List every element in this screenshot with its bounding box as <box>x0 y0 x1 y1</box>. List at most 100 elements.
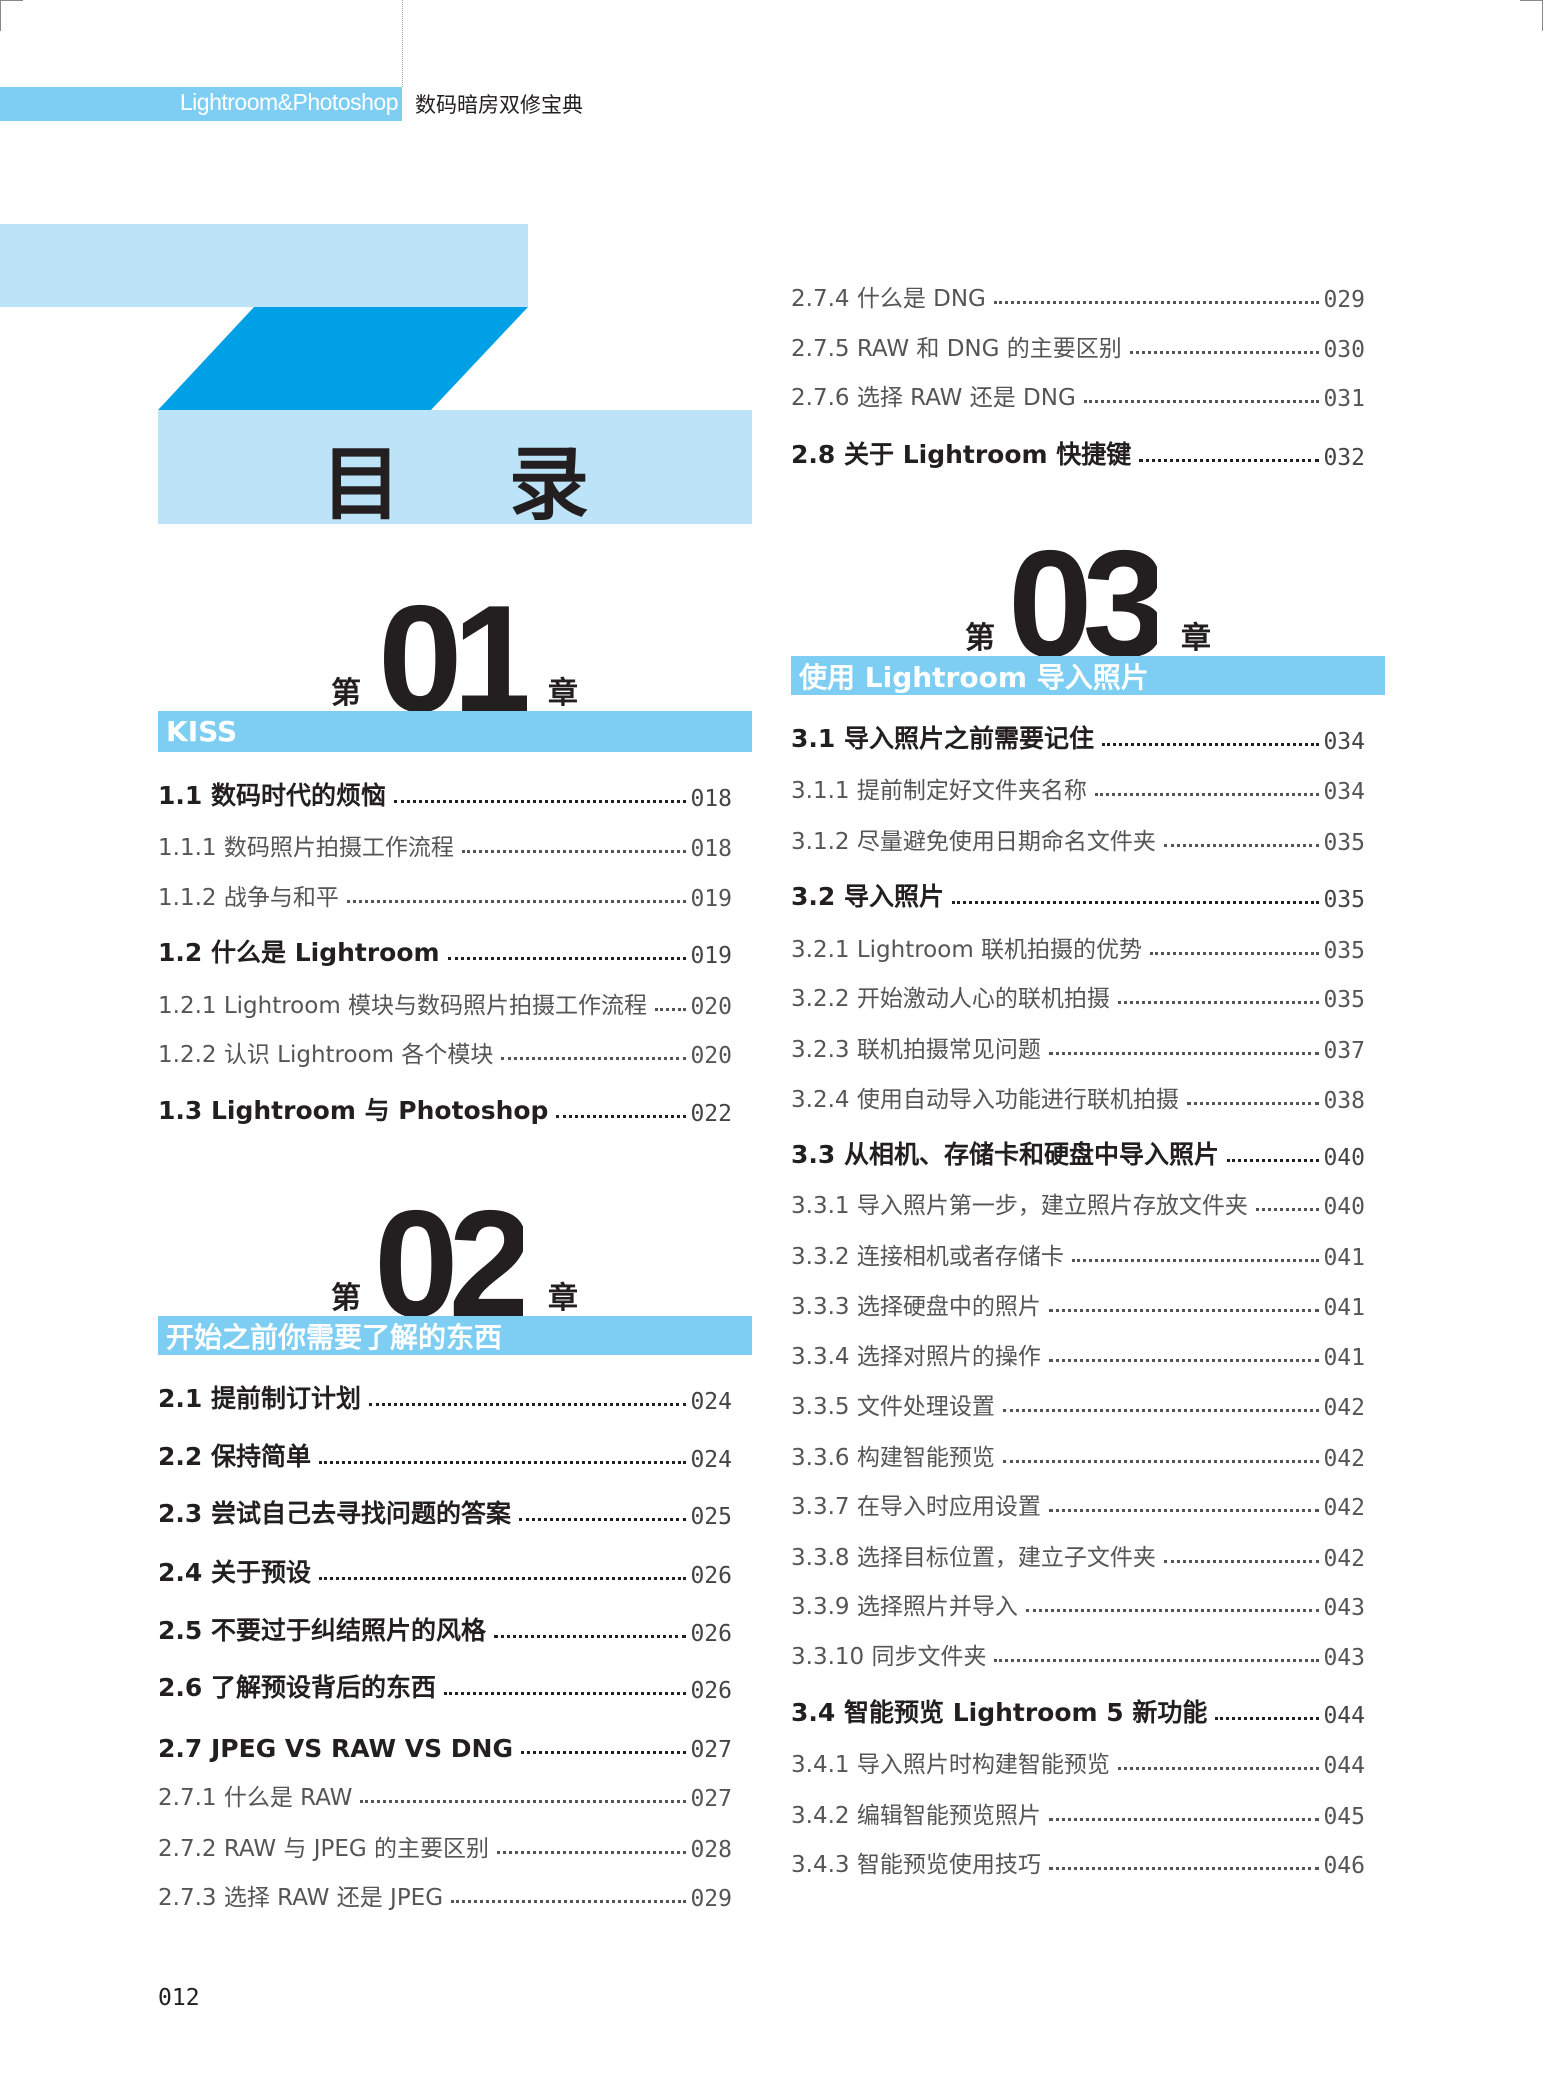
dot-leader <box>1002 1460 1320 1463</box>
book-title: 数码暗房双修宝典 <box>415 93 583 117</box>
toc-entry-page: 019 <box>690 886 732 912</box>
toc-entry[interactable]: 2.7.4 什么是 DNG 029 <box>791 273 1365 313</box>
chapter-title-bar: 开始之前你需要了解的东西 <box>158 1316 752 1355</box>
toc-entry-page: 035 <box>1323 887 1365 913</box>
toc-entry[interactable]: 3.3.5 文件处理设置 042 <box>791 1381 1365 1421</box>
toc-entry[interactable]: 3.3 从相机、存储卡和硬盘中导入照片 040 <box>791 1131 1365 1171</box>
toc-entry[interactable]: 3.3.9 选择照片并导入 043 <box>791 1581 1365 1621</box>
toc-entry-label: 2.3 尝试自己去寻找问题的答案 <box>158 1499 511 1528</box>
toc-entry[interactable]: 2.3 尝试自己去寻找问题的答案 025 <box>158 1490 732 1530</box>
decor-band <box>0 224 528 307</box>
toc-entry[interactable]: 3.3.10 同步文件夹 043 <box>791 1631 1365 1671</box>
dot-leader <box>346 900 687 903</box>
dot-leader <box>451 1900 687 1903</box>
toc-entry[interactable]: 1.2 什么是 Lightroom 019 <box>158 929 732 969</box>
toc-entry-label: 1.1.1 数码照片拍摄工作流程 <box>158 835 454 861</box>
toc-entry[interactable]: 3.4.1 导入照片时构建智能预览 044 <box>791 1739 1365 1779</box>
toc-entry[interactable]: 1.1.1 数码照片拍摄工作流程 018 <box>158 822 732 862</box>
toc-entry-label: 3.3.8 选择目标位置，建立子文件夹 <box>791 1545 1156 1571</box>
toc-entry[interactable]: 2.5 不要过于纠结照片的风格 026 <box>158 1607 732 1647</box>
toc-entry[interactable]: 2.7.1 什么是 RAW 027 <box>158 1772 732 1812</box>
dot-leader <box>319 1461 687 1464</box>
toc-entry[interactable]: 2.7.6 选择 RAW 还是 DNG 031 <box>791 372 1365 412</box>
toc-entry-label: 2.1 提前制订计划 <box>158 1384 361 1413</box>
toc-entry-page: 018 <box>690 786 732 812</box>
toc-entry[interactable]: 3.3.8 选择目标位置，建立子文件夹 042 <box>791 1532 1365 1572</box>
dot-leader <box>1215 1717 1320 1720</box>
toc-entry[interactable]: 3.3.7 在导入时应用设置 042 <box>791 1481 1365 1521</box>
toc-entry[interactable]: 2.2 保持简单 024 <box>158 1433 732 1473</box>
toc-entry[interactable]: 2.7 JPEG VS RAW VS DNG 027 <box>158 1723 732 1763</box>
toc-entry-label: 1.1 数码时代的烦恼 <box>158 781 386 810</box>
toc-entry[interactable]: 3.4 智能预览 Lightroom 5 新功能 044 <box>791 1689 1365 1729</box>
toc-entry-label: 2.7.6 选择 RAW 还是 DNG <box>791 385 1076 411</box>
toc-entry-label: 3.3.5 文件处理设置 <box>791 1394 995 1420</box>
toc-entry[interactable]: 3.4.2 编辑智能预览照片 045 <box>791 1790 1365 1830</box>
toc-entry-label: 2.7.4 什么是 DNG <box>791 286 986 312</box>
toc-entry[interactable]: 3.2.2 开始激动人心的联机拍摄 035 <box>791 973 1365 1013</box>
page-title: 目 录 <box>321 438 629 531</box>
toc-entry-page: 029 <box>690 1886 732 1912</box>
toc-entry[interactable]: 2.1 提前制订计划 024 <box>158 1375 732 1415</box>
toc-entry-page: 044 <box>1323 1703 1365 1729</box>
toc-entry-page: 027 <box>690 1737 732 1763</box>
toc-entry-page: 026 <box>690 1621 732 1647</box>
toc-entry-page: 025 <box>690 1504 732 1530</box>
dot-leader <box>1139 459 1320 462</box>
dot-leader <box>1002 1409 1320 1412</box>
toc-entry-label: 3.3.7 在导入时应用设置 <box>791 1494 1041 1520</box>
dot-leader <box>1255 1208 1320 1211</box>
chapter-suffix: 章 <box>548 1281 578 1316</box>
toc-entry[interactable]: 1.1 数码时代的烦恼 018 <box>158 772 732 812</box>
toc-entry-label: 3.4.1 导入照片时构建智能预览 <box>791 1752 1110 1778</box>
toc-entry-page: 020 <box>690 994 732 1020</box>
toc-entry[interactable]: 3.1.1 提前制定好文件夹名称 034 <box>791 765 1365 805</box>
dot-leader <box>1129 351 1320 354</box>
toc-entry[interactable]: 3.3.2 连接相机或者存储卡 041 <box>791 1231 1365 1271</box>
crop-mark <box>0 0 23 31</box>
toc-entry[interactable]: 3.2.4 使用自动导入功能进行联机拍摄 038 <box>791 1074 1365 1114</box>
toc-entry[interactable]: 1.2.1 Lightroom 模块与数码照片拍摄工作流程 020 <box>158 980 732 1020</box>
toc-entry-page: 019 <box>690 943 732 969</box>
toc-entry-page: 031 <box>1323 386 1365 412</box>
toc-entry[interactable]: 3.2 导入照片 035 <box>791 873 1365 913</box>
chapter-suffix: 章 <box>1181 621 1211 656</box>
toc-entry-page: 022 <box>690 1101 732 1127</box>
toc-entry[interactable]: 3.3.3 选择硬盘中的照片 041 <box>791 1281 1365 1321</box>
toc-entry-page: 045 <box>1323 1804 1365 1830</box>
toc-entry-page: 042 <box>1323 1446 1365 1472</box>
toc-entry[interactable]: 3.4.3 智能预览使用技巧 046 <box>791 1839 1365 1879</box>
toc-entry[interactable]: 3.1.2 尽量避免使用日期命名文件夹 035 <box>791 816 1365 856</box>
toc-entry-page: 035 <box>1323 830 1365 856</box>
toc-entry[interactable]: 3.3.6 构建智能预览 042 <box>791 1432 1365 1472</box>
toc-entry[interactable]: 2.8 关于 Lightroom 快捷键 032 <box>791 431 1365 471</box>
decor-parallelogram <box>158 307 528 410</box>
toc-entry-label: 2.7 JPEG VS RAW VS DNG <box>158 1734 513 1763</box>
toc-entry[interactable]: 3.1 导入照片之前需要记住 034 <box>791 715 1365 755</box>
dot-leader <box>1048 1359 1320 1362</box>
toc-entry-label: 3.3.6 构建智能预览 <box>791 1445 995 1471</box>
dot-leader <box>447 957 687 960</box>
toc-entry-label: 3.3.1 导入照片第一步，建立照片存放文件夹 <box>791 1193 1248 1219</box>
toc-entry-label: 3.1 导入照片之前需要记住 <box>791 724 1094 753</box>
toc-entry[interactable]: 2.7.2 RAW 与 JPEG 的主要区别 028 <box>158 1823 732 1863</box>
dot-leader <box>556 1115 687 1118</box>
dot-leader <box>1150 952 1320 955</box>
toc-entry[interactable]: 2.6 了解预设背后的东西 026 <box>158 1664 732 1704</box>
toc-entry[interactable]: 3.2.1 Lightroom 联机拍摄的优势 035 <box>791 924 1365 964</box>
toc-entry-page: 044 <box>1323 1753 1365 1779</box>
toc-entry[interactable]: 3.3.1 导入照片第一步，建立照片存放文件夹 040 <box>791 1180 1365 1220</box>
toc-entry[interactable]: 2.4 关于预设 026 <box>158 1549 732 1589</box>
toc-entry[interactable]: 2.7.5 RAW 和 DNG 的主要区别 030 <box>791 323 1365 363</box>
toc-entry[interactable]: 1.1.2 战争与和平 019 <box>158 872 732 912</box>
dot-leader <box>952 901 1320 904</box>
toc-entry[interactable]: 2.7.3 选择 RAW 还是 JPEG 029 <box>158 1872 732 1912</box>
running-header-bar: Lightroom&Photoshop <box>0 87 402 121</box>
toc-entry-label: 2.6 了解预设背后的东西 <box>158 1673 436 1702</box>
toc-entry[interactable]: 3.3.4 选择对照片的操作 041 <box>791 1331 1365 1371</box>
toc-entry[interactable]: 3.2.3 联机拍摄常见问题 037 <box>791 1024 1365 1064</box>
dot-leader <box>444 1692 687 1695</box>
toc-entry[interactable]: 1.3 Lightroom 与 Photoshop 022 <box>158 1087 732 1127</box>
toc-entry-page: 028 <box>690 1837 732 1863</box>
toc-entry[interactable]: 1.2.2 认识 Lightroom 各个模块 020 <box>158 1029 732 1069</box>
